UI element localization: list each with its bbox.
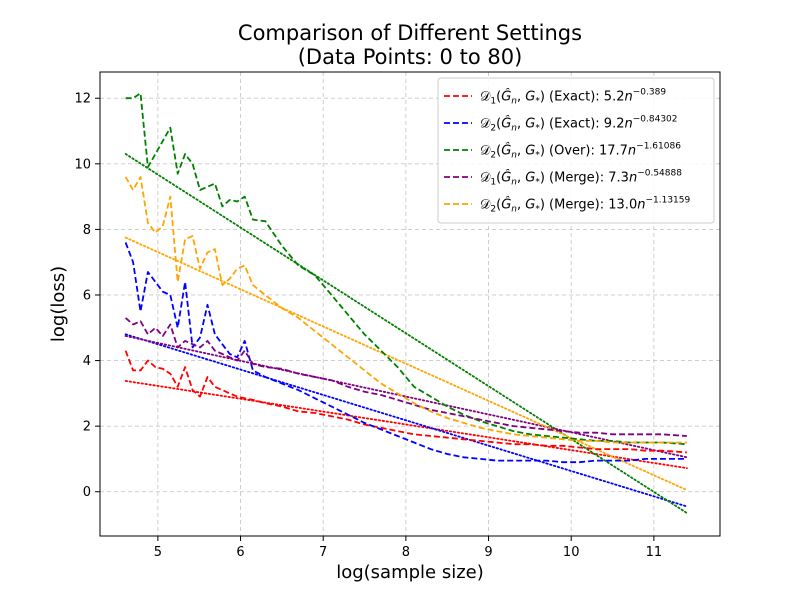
legend-entry-d1_merge: 𝒟1(Ĝn, G*) (Merge): 7.3n−0.54888 <box>444 169 682 188</box>
fit-line-d2_over <box>124 153 688 514</box>
legend-label: 𝒟2(Ĝn, G*) (Over): 17.7n−1.61086 <box>480 142 681 161</box>
legend-label: 𝒟2(Ĝn, G*) (Merge): 13.0n−1.13159 <box>480 196 691 215</box>
fit-line-d2_exact <box>124 333 688 508</box>
y-tick-label: 12 <box>74 92 91 107</box>
x-axis-label: log(sample size) <box>336 562 484 583</box>
grid <box>100 72 720 536</box>
legend: 𝒟1(Ĝn, G*) (Exact): 5.2n−0.389 𝒟2(Ĝn, G*)… <box>437 77 715 224</box>
x-axis-ticks: 5 6 7 8 9 10 11 <box>154 536 662 560</box>
series-line-d1_exact <box>124 350 687 454</box>
x-tick-label: 10 <box>563 545 580 560</box>
y-tick-label: 2 <box>83 420 91 435</box>
x-tick-label: 5 <box>154 545 162 560</box>
fit-lines <box>124 153 688 514</box>
legend-entry-d2_merge: 𝒟2(Ĝn, G*) (Merge): 13.0n−1.13159 <box>444 196 691 215</box>
x-tick-label: 8 <box>402 545 410 560</box>
series-lines <box>124 92 687 464</box>
y-tick-label: 8 <box>83 223 91 238</box>
legend-entry-d1_exact: 𝒟1(Ĝn, G*) (Exact): 5.2n−0.389 <box>444 88 666 107</box>
legend-items: 𝒟1(Ĝn, G*) (Exact): 5.2n−0.389 𝒟2(Ĝn, G*)… <box>444 88 691 215</box>
plot-frame <box>99 71 721 537</box>
chart-title-line1: Comparison of Different Settings <box>238 21 582 45</box>
legend-label: 𝒟1(Ĝn, G*) (Exact): 5.2n−0.389 <box>480 88 666 107</box>
y-tick-label: 6 <box>83 288 91 303</box>
series-line-d2_merge <box>124 175 687 444</box>
chart-title-line2: (Data Points: 0 to 80) <box>298 45 523 69</box>
fit-line-d1_merge <box>124 335 688 459</box>
legend-entry-d2_over: 𝒟2(Ĝn, G*) (Over): 17.7n−1.61086 <box>444 142 681 161</box>
y-tick-label: 4 <box>83 354 91 369</box>
legend-label: 𝒟1(Ĝn, G*) (Merge): 7.3n−0.54888 <box>480 169 682 188</box>
series-line-d1_merge <box>125 317 687 437</box>
x-tick-label: 11 <box>646 545 663 560</box>
x-tick-label: 7 <box>319 545 327 560</box>
x-tick-label: 6 <box>236 545 244 560</box>
series-line-d2_exact <box>124 242 687 464</box>
series-line-d2_over <box>125 92 687 446</box>
x-tick-label: 9 <box>484 545 492 560</box>
y-axis-ticks: 0 2 4 6 8 10 12 <box>74 92 100 500</box>
fit-line-d2_merge <box>124 236 688 491</box>
legend-box <box>437 77 715 224</box>
legend-label: 𝒟2(Ĝn, G*) (Exact): 9.2n−0.84302 <box>480 115 678 134</box>
y-tick-label: 0 <box>83 485 91 500</box>
legend-entry-d2_exact: 𝒟2(Ĝn, G*) (Exact): 9.2n−0.84302 <box>444 115 678 134</box>
y-tick-label: 10 <box>74 157 91 172</box>
y-axis-label: log(loss) <box>48 266 69 342</box>
